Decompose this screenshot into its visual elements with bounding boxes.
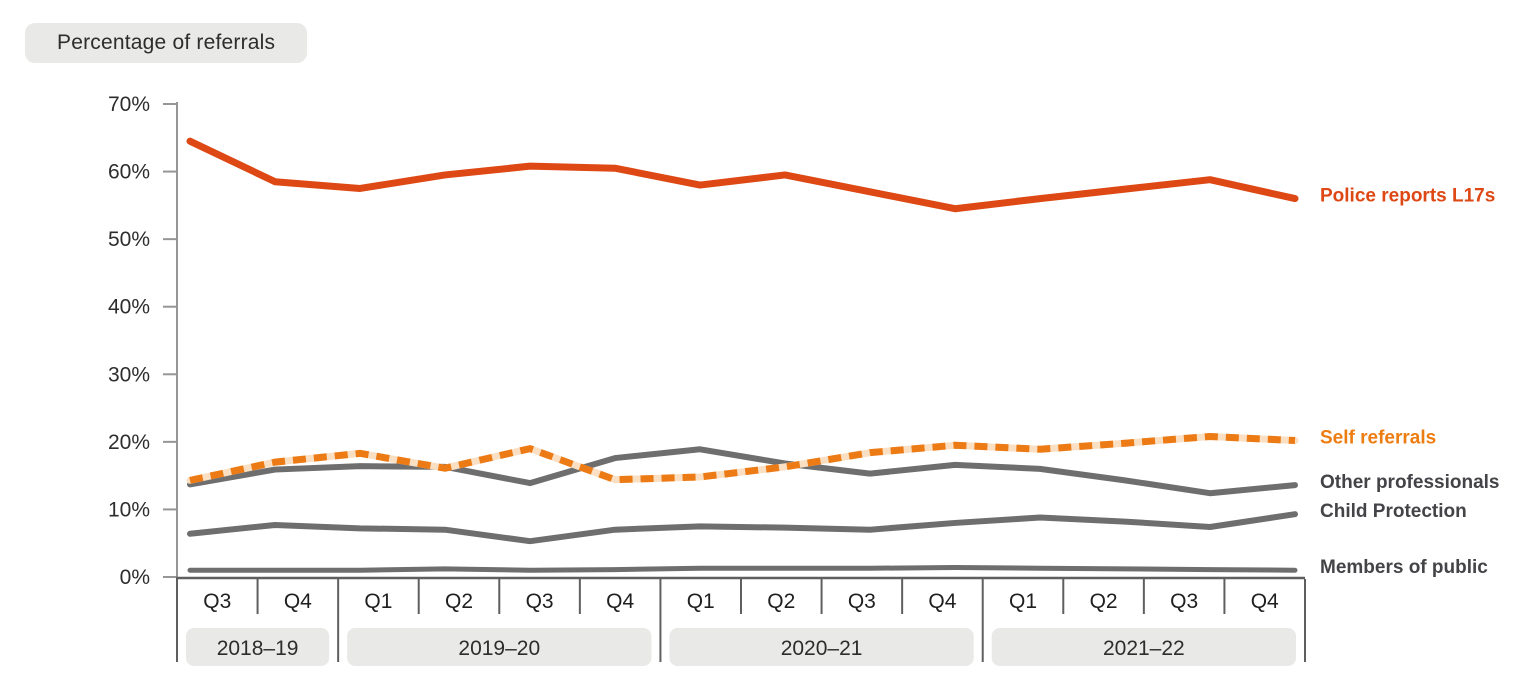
y-tick-label: 50% xyxy=(108,228,150,251)
y-tick-label: 10% xyxy=(108,498,150,521)
series-label-self-referrals: Self referrals xyxy=(1320,428,1436,449)
quarter-label: Q4 xyxy=(284,590,312,613)
quarter-label: Q3 xyxy=(1170,590,1198,613)
year-group-pill xyxy=(186,628,330,666)
quarter-label: Q4 xyxy=(606,590,634,613)
year-group-pill xyxy=(347,628,652,666)
y-tick-label: 0% xyxy=(120,566,150,589)
series-label-members-of-public: Members of public xyxy=(1320,557,1488,578)
year-group-label: 2019–20 xyxy=(458,637,540,660)
quarter-label: Q2 xyxy=(1090,590,1118,613)
quarter-label: Q1 xyxy=(364,590,392,613)
y-tick-label: 70% xyxy=(108,93,150,116)
year-group-label: 2020–21 xyxy=(781,637,863,660)
quarter-label: Q3 xyxy=(203,590,231,613)
series-line-other-professionals xyxy=(187,446,1298,497)
series-line-child-protection xyxy=(187,511,1298,545)
quarter-label: Q2 xyxy=(767,590,795,613)
series-label-police-reports-l17s: Police reports L17s xyxy=(1320,186,1495,207)
series-label-child-protection: Child Protection xyxy=(1320,501,1467,522)
chart-title-badge: Percentage of referrals xyxy=(25,23,308,63)
y-tick-label: 30% xyxy=(108,363,150,386)
quarter-label: Q4 xyxy=(928,590,956,613)
y-tick-label: 60% xyxy=(108,161,150,184)
quarter-label: Q3 xyxy=(848,590,876,613)
year-group-pill xyxy=(991,628,1296,666)
chart-title: Percentage of referrals xyxy=(57,31,276,54)
quarter-label: Q2 xyxy=(445,590,473,613)
year-group-label: 2021–22 xyxy=(1103,637,1185,660)
y-tick-label: 40% xyxy=(108,296,150,319)
quarter-label: Q4 xyxy=(1251,590,1279,613)
quarter-label: Q1 xyxy=(687,590,715,613)
series-label-other-professionals: Other professionals xyxy=(1320,472,1500,493)
series-line-self-referrals xyxy=(189,432,1296,484)
year-group-label: 2018–19 xyxy=(217,637,299,660)
series-line-police-reports-l17s xyxy=(186,137,1299,213)
quarter-label: Q1 xyxy=(1009,590,1037,613)
y-tick-label: 20% xyxy=(108,431,150,454)
series-line-members-of-public xyxy=(187,565,1298,573)
year-group-pill xyxy=(669,628,974,666)
quarter-label: Q3 xyxy=(526,590,554,613)
